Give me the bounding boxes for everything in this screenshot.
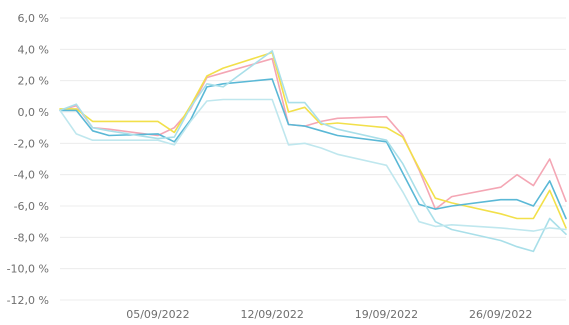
series-line xyxy=(59,98,567,232)
y-tick-label: 4,0 % xyxy=(18,43,49,56)
series-line xyxy=(59,78,567,220)
y-tick-label: -10,0 % xyxy=(7,263,49,276)
series-lines xyxy=(59,50,567,253)
y-axis-tick-labels: 6,0 % 4,0 % 2,0 % 0,0 % -2,0 % -4,0 % -6… xyxy=(7,12,49,307)
x-tick-label: 26/09/2022 xyxy=(469,308,532,321)
x-tick-label: 05/09/2022 xyxy=(126,308,189,321)
x-tick-label: 19/09/2022 xyxy=(355,308,418,321)
y-tick-label: 2,0 % xyxy=(18,75,49,88)
y-tick-label: -12,0 % xyxy=(7,294,49,307)
y-tick-label: 0,0 % xyxy=(18,106,49,119)
series-line xyxy=(59,50,567,253)
series-line xyxy=(59,51,567,229)
x-tick-label: 12/09/2022 xyxy=(240,308,303,321)
y-tick-label: -6,0 % xyxy=(14,200,49,213)
x-axis-tick-labels: 05/09/2022 12/09/2022 19/09/2022 26/09/2… xyxy=(126,308,532,321)
grid-lines xyxy=(60,17,566,301)
y-tick-label: -2,0 % xyxy=(14,137,49,150)
y-tick-label: -8,0 % xyxy=(14,231,49,244)
y-tick-label: -4,0 % xyxy=(14,169,49,182)
y-tick-label: 6,0 % xyxy=(18,12,49,25)
